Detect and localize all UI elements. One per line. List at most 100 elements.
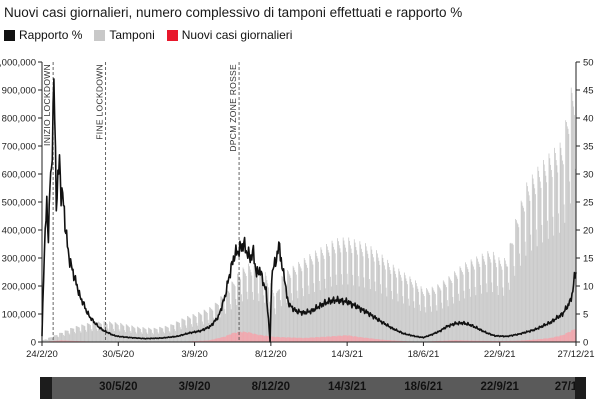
tamponi-bar: [469, 288, 470, 342]
nuovi-casi-bar: [495, 340, 497, 342]
nuovi-casi-bar: [365, 337, 366, 342]
nuovi-casi-bar: [374, 339, 376, 342]
nuovi-casi-bar: [333, 336, 335, 342]
tamponi-bar: [258, 301, 260, 342]
chart-plot[interactable]: 0 100,000 200,000 300,000 400,000 500,000 600,…: [0, 0, 600, 376]
nuovi-casi-bar: [65, 340, 67, 342]
nuovi-casi-bar: [481, 340, 483, 342]
tamponi-bar: [519, 253, 520, 342]
tamponi-bar: [523, 211, 525, 342]
tamponi-bar: [310, 256, 311, 342]
tamponi-bar: [570, 87, 572, 342]
tamponi-bar: [549, 158, 551, 342]
y-left-tick-label: 400,000: [2, 226, 36, 237]
nuovi-casi-bar: [211, 339, 213, 342]
tamponi-bar: [495, 262, 497, 342]
tamponi-bar: [559, 142, 561, 342]
nuovi-casi-bar: [245, 332, 247, 342]
tamponi-bar: [565, 120, 567, 343]
tamponi-bar: [531, 250, 532, 342]
nuovi-casi-bar: [58, 340, 60, 342]
nuovi-casi-bar: [499, 340, 501, 342]
tamponi-bar: [138, 327, 140, 342]
nuovi-casi-bar: [264, 336, 265, 342]
nuovi-casi-bar: [472, 340, 474, 342]
tamponi-bar: [360, 244, 362, 342]
tamponi-bar: [466, 267, 468, 342]
nuovi-casi-bar: [372, 338, 374, 342]
nuovi-casi-bar: [513, 340, 515, 342]
navigator-label: 30/5/20: [99, 381, 138, 393]
legend-item-rapporto[interactable]: Rapporto %: [4, 28, 82, 42]
nuovi-casi-bar: [271, 336, 273, 342]
tamponi-bar: [309, 254, 311, 342]
tamponi-bar: [307, 267, 308, 342]
tamponi-bar: [551, 176, 553, 342]
nuovi-casi-bar: [510, 340, 512, 342]
tamponi-bar: [193, 314, 195, 342]
nuovi-casi-bar: [554, 336, 555, 342]
nuovi-casi-bar: [306, 337, 308, 342]
nuovi-casi-bar: [321, 336, 323, 342]
tamponi-bar: [318, 261, 319, 342]
navigator-right-handle[interactable]: [575, 377, 586, 399]
tamponi-bar: [490, 262, 492, 342]
tamponi-bar: [379, 264, 381, 342]
nuovi-casi-bar: [220, 337, 222, 342]
nuovi-casi-bar: [227, 335, 229, 342]
tamponi-bar: [229, 304, 231, 342]
nuovi-casi-bar: [544, 338, 546, 342]
legend-item-tamponi[interactable]: Tamponi: [94, 28, 155, 42]
tamponi-bar: [135, 331, 137, 342]
tamponi-bar: [519, 265, 521, 342]
tamponi-bar: [368, 279, 370, 342]
nuovi-casi-bar: [265, 335, 267, 342]
nuovi-casi-bar: [401, 340, 403, 342]
nuovi-casi-bar: [355, 336, 357, 342]
nuovi-casi-bar: [445, 340, 447, 342]
tamponi-bar: [71, 328, 73, 342]
tamponi-bar: [94, 323, 96, 342]
tamponi-bar: [397, 301, 399, 342]
nuovi-casi-bar: [222, 336, 224, 342]
tamponi-bar: [203, 309, 205, 342]
tamponi-bar: [42, 340, 44, 342]
tamponi-bar: [121, 323, 122, 342]
tamponi-bar: [438, 285, 439, 342]
tamponi-bar: [488, 256, 490, 342]
nuovi-casi-bar: [477, 340, 479, 342]
nuovi-casi-bar: [331, 336, 333, 342]
nuovi-casi-bar: [261, 335, 263, 342]
tamponi-bar: [524, 241, 526, 342]
tamponi-bar: [398, 268, 400, 342]
nuovi-casi-bar: [509, 340, 511, 342]
navigator-left-handle[interactable]: [40, 377, 52, 399]
nuovi-casi-bar: [63, 340, 65, 342]
legend-item-nuovi-casi[interactable]: Nuovi casi giornalieri: [166, 28, 292, 42]
tamponi-bar: [353, 239, 355, 342]
y-right-tick-label: 40: [583, 114, 594, 125]
tamponi-bar: [51, 337, 52, 342]
nuovi-casi-bar: [565, 333, 567, 342]
nuovi-casi-bar: [524, 340, 526, 342]
tamponi-bar: [211, 309, 213, 342]
nuovi-casi-bar: [563, 334, 565, 342]
tamponi-bar: [90, 325, 91, 342]
nuovi-casi-bar: [215, 338, 217, 342]
tamponi-bar: [352, 274, 354, 342]
tamponi-bar: [377, 257, 379, 342]
nuovi-casi-bar: [286, 337, 288, 342]
tamponi-bar: [527, 191, 529, 342]
tamponi-bar: [256, 273, 257, 342]
nuovi-casi-bar: [296, 337, 298, 342]
tamponi-bar: [441, 302, 443, 342]
tamponi-bar: [564, 222, 566, 342]
range-navigator[interactable]: 30/5/20 3/9/20 8/12/20 14/3/21 18/6/21 22/9/2…: [40, 377, 586, 399]
tamponi-bar: [570, 203, 571, 342]
nuovi-casi-bar: [477, 340, 478, 342]
nuovi-casi-bar: [519, 340, 521, 342]
tamponi-bar: [300, 268, 302, 342]
nuovi-casi-bar: [308, 338, 310, 342]
nuovi-casi-bar: [235, 333, 237, 342]
tamponi-bar: [515, 218, 517, 342]
